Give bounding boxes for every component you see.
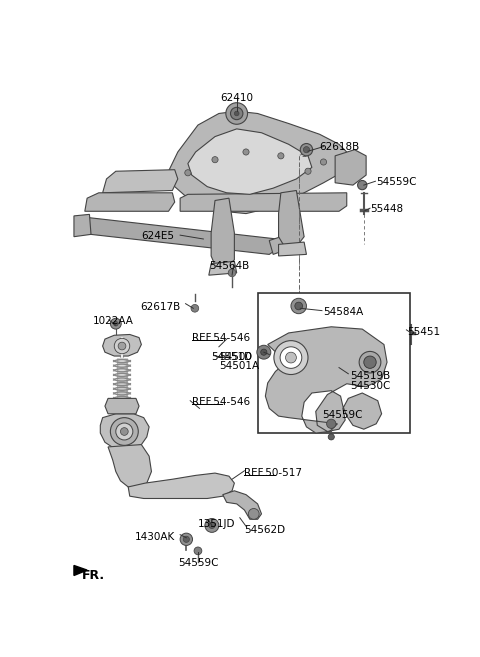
Circle shape [116,423,133,440]
Polygon shape [128,473,234,499]
Circle shape [248,509,259,519]
Polygon shape [77,217,278,254]
Text: REF.54-546: REF.54-546 [192,397,250,407]
Circle shape [243,149,249,155]
Text: 54530C: 54530C [350,380,391,391]
Text: 55451: 55451 [407,327,440,337]
Polygon shape [265,327,387,433]
Circle shape [185,170,191,176]
Circle shape [110,418,138,445]
Text: 54501A: 54501A [219,361,259,371]
Text: 54519B: 54519B [350,371,391,382]
Text: 62618B: 62618B [320,142,360,152]
Text: 1022AA: 1022AA [93,316,133,326]
Circle shape [183,536,190,543]
Circle shape [226,102,248,124]
Polygon shape [105,398,139,414]
Text: REF.54-546: REF.54-546 [192,333,250,343]
Circle shape [295,302,302,310]
Circle shape [234,111,239,116]
Polygon shape [108,445,152,489]
Polygon shape [100,414,149,449]
Text: FR.: FR. [82,570,105,582]
Polygon shape [269,237,286,254]
Circle shape [280,347,302,369]
Text: 1351JD: 1351JD [198,518,236,528]
Circle shape [278,153,284,159]
Circle shape [303,147,310,153]
Text: 55448: 55448 [370,204,403,214]
Text: 54559C: 54559C [376,177,417,187]
Circle shape [209,522,215,528]
Circle shape [205,518,219,532]
Circle shape [113,321,118,326]
Circle shape [191,304,199,312]
Polygon shape [103,170,178,193]
Circle shape [359,351,381,373]
Polygon shape [211,198,234,267]
Text: 54559C: 54559C [178,558,218,568]
Polygon shape [85,193,175,212]
Polygon shape [209,261,237,275]
Polygon shape [188,129,312,194]
Text: REF.50-517: REF.50-517 [244,468,302,478]
Polygon shape [103,334,142,356]
Polygon shape [335,150,366,185]
Circle shape [110,318,121,329]
Polygon shape [74,566,87,576]
Text: REF.54-546: REF.54-546 [192,333,250,343]
Circle shape [328,434,335,440]
Polygon shape [180,193,347,212]
Text: 624E5: 624E5 [142,231,174,241]
Circle shape [321,159,326,165]
Text: 54562D: 54562D [244,525,286,535]
Circle shape [261,349,267,355]
Circle shape [230,107,243,120]
Text: 54500: 54500 [219,352,252,362]
Text: 1430AK: 1430AK [134,532,175,543]
Text: 54584A: 54584A [324,307,364,317]
Circle shape [118,342,126,350]
Circle shape [300,143,312,156]
Circle shape [228,269,236,277]
Circle shape [305,168,311,174]
Polygon shape [278,191,304,246]
Text: 62617B: 62617B [140,302,180,312]
Circle shape [286,352,296,363]
Polygon shape [278,242,306,256]
Circle shape [364,356,376,369]
Circle shape [358,181,367,190]
Circle shape [291,298,306,313]
Text: 54564B: 54564B [209,261,249,271]
Circle shape [180,533,192,545]
Text: 54559C: 54559C [322,410,362,420]
Polygon shape [223,491,262,519]
Bar [258,293,409,433]
Text: REF.54-546: REF.54-546 [192,397,250,407]
Circle shape [326,419,336,428]
Circle shape [257,346,271,359]
Text: 62410: 62410 [220,93,253,102]
Circle shape [194,547,202,555]
Circle shape [114,338,130,353]
Circle shape [274,340,308,374]
Polygon shape [168,111,350,214]
Circle shape [212,156,218,163]
Polygon shape [74,214,91,237]
Circle shape [120,428,128,436]
Text: REF.50-517: REF.50-517 [244,468,302,478]
Text: 54551D: 54551D [211,352,252,362]
